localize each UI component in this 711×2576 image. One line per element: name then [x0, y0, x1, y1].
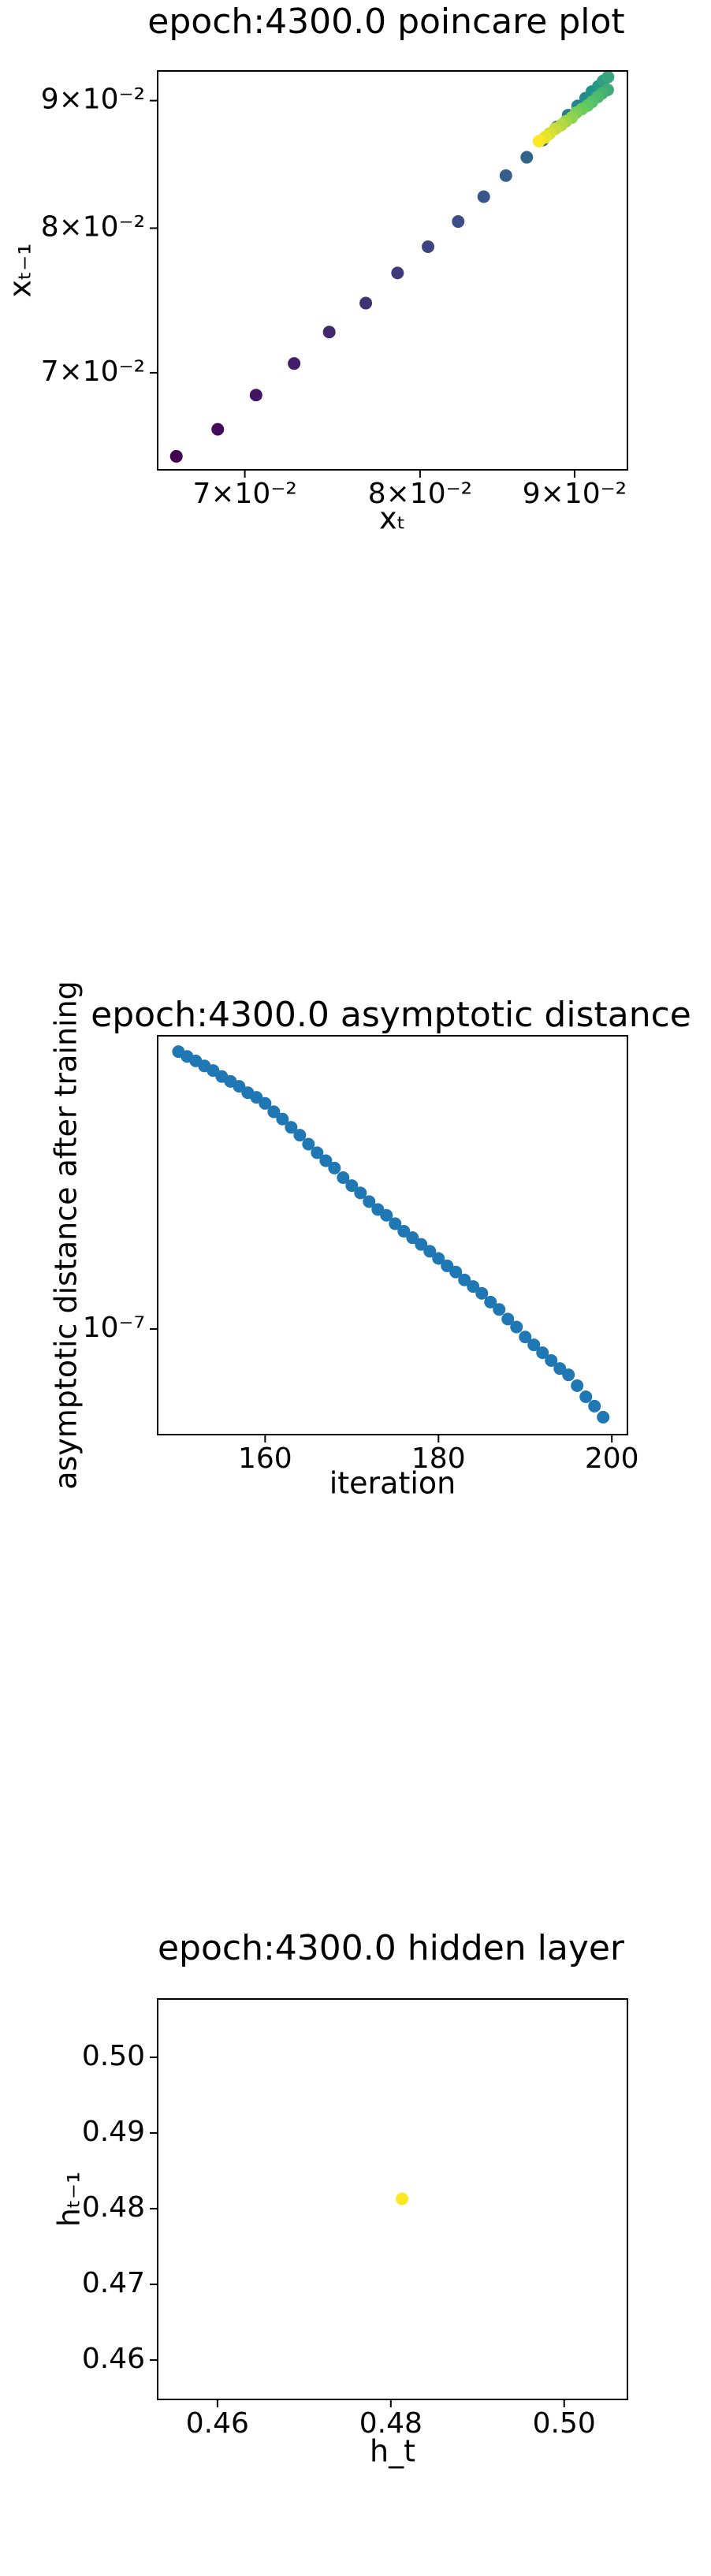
- point: [501, 1312, 515, 1326]
- point: [211, 423, 225, 436]
- point: [319, 1154, 333, 1167]
- point: [389, 1217, 402, 1230]
- point: [452, 215, 465, 229]
- point: [259, 1096, 272, 1110]
- point: [406, 1231, 419, 1245]
- point: [337, 1171, 350, 1184]
- y-tick-label: 0.47: [82, 2267, 145, 2299]
- chart-title: epoch:4300.0 asymptotic distance: [91, 995, 691, 1035]
- point: [391, 266, 404, 280]
- chart-title: epoch:4300.0 poincare plot: [147, 2, 624, 42]
- point: [396, 2192, 409, 2206]
- x-axis-label: iteration: [329, 1466, 456, 1501]
- point: [267, 1105, 281, 1119]
- point: [510, 1320, 523, 1334]
- point: [322, 326, 336, 339]
- point: [345, 1179, 359, 1193]
- point: [423, 1245, 437, 1258]
- point: [311, 1146, 324, 1160]
- point: [380, 1208, 393, 1222]
- point: [597, 1410, 610, 1424]
- point: [233, 1080, 246, 1093]
- point: [520, 151, 534, 164]
- plot-frame: [157, 1035, 628, 1435]
- y-tick-label: 8×10⁻²: [41, 210, 145, 243]
- chart-title: epoch:4300.0 hidden layer: [158, 1928, 625, 1968]
- point: [354, 1186, 367, 1200]
- y-tick-label: 0.50: [82, 2040, 145, 2072]
- point: [475, 1286, 489, 1300]
- point: [532, 134, 545, 147]
- y-axis-label: xₜ₋₁: [3, 244, 38, 298]
- point: [527, 1338, 541, 1352]
- y-tick-label: 0.48: [82, 2191, 145, 2224]
- point: [449, 1265, 463, 1279]
- x-axis-label: h_t: [370, 2434, 415, 2469]
- point: [363, 1195, 376, 1208]
- x-tick-label: 0.50: [533, 2407, 596, 2440]
- point: [276, 1112, 289, 1126]
- point: [328, 1161, 341, 1174]
- point: [588, 1399, 601, 1413]
- x-tick-label: 160: [238, 1442, 292, 1475]
- x-tick-label: 9×10⁻²: [523, 478, 627, 510]
- y-axis-label: hₜ₋₁: [52, 2172, 87, 2228]
- point: [302, 1137, 315, 1151]
- x-tick-label: 200: [585, 1442, 639, 1475]
- point: [545, 1353, 558, 1367]
- y-tick-label: 10⁻⁷: [83, 1312, 145, 1344]
- x-tick-label: 180: [411, 1442, 466, 1475]
- point: [415, 1238, 428, 1251]
- point: [493, 1303, 506, 1316]
- point: [571, 1379, 584, 1392]
- point: [169, 449, 183, 463]
- x-tick-label: 7×10⁻²: [192, 478, 296, 510]
- point: [432, 1252, 445, 1265]
- y-tick-label: 0.49: [82, 2116, 145, 2148]
- point: [553, 1362, 567, 1375]
- x-tick-label: 8×10⁻²: [368, 478, 472, 510]
- y-tick-label: 0.46: [82, 2343, 145, 2375]
- point: [285, 1121, 298, 1134]
- y-tick-label: 7×10⁻²: [41, 356, 145, 388]
- point: [397, 1224, 411, 1238]
- point: [484, 1295, 497, 1308]
- x-axis-label: xₜ: [379, 501, 406, 536]
- y-tick-label: 9×10⁻²: [41, 84, 145, 116]
- point: [536, 1346, 549, 1360]
- point: [467, 1280, 480, 1294]
- point: [519, 1331, 532, 1344]
- point: [477, 190, 490, 203]
- plot-frame: [157, 1998, 628, 2400]
- point: [288, 357, 301, 370]
- point: [499, 169, 512, 182]
- x-tick-label: 0.48: [359, 2407, 423, 2440]
- point: [249, 389, 262, 402]
- point: [293, 1129, 307, 1142]
- y-axis-label: asymptotic distance after training: [49, 981, 84, 1490]
- point: [359, 296, 373, 310]
- point: [562, 1368, 575, 1382]
- x-tick-label: 0.46: [186, 2407, 249, 2440]
- point: [422, 240, 435, 254]
- point: [601, 70, 615, 84]
- plot-frame: [157, 70, 628, 471]
- point: [458, 1273, 471, 1286]
- point: [579, 1390, 593, 1403]
